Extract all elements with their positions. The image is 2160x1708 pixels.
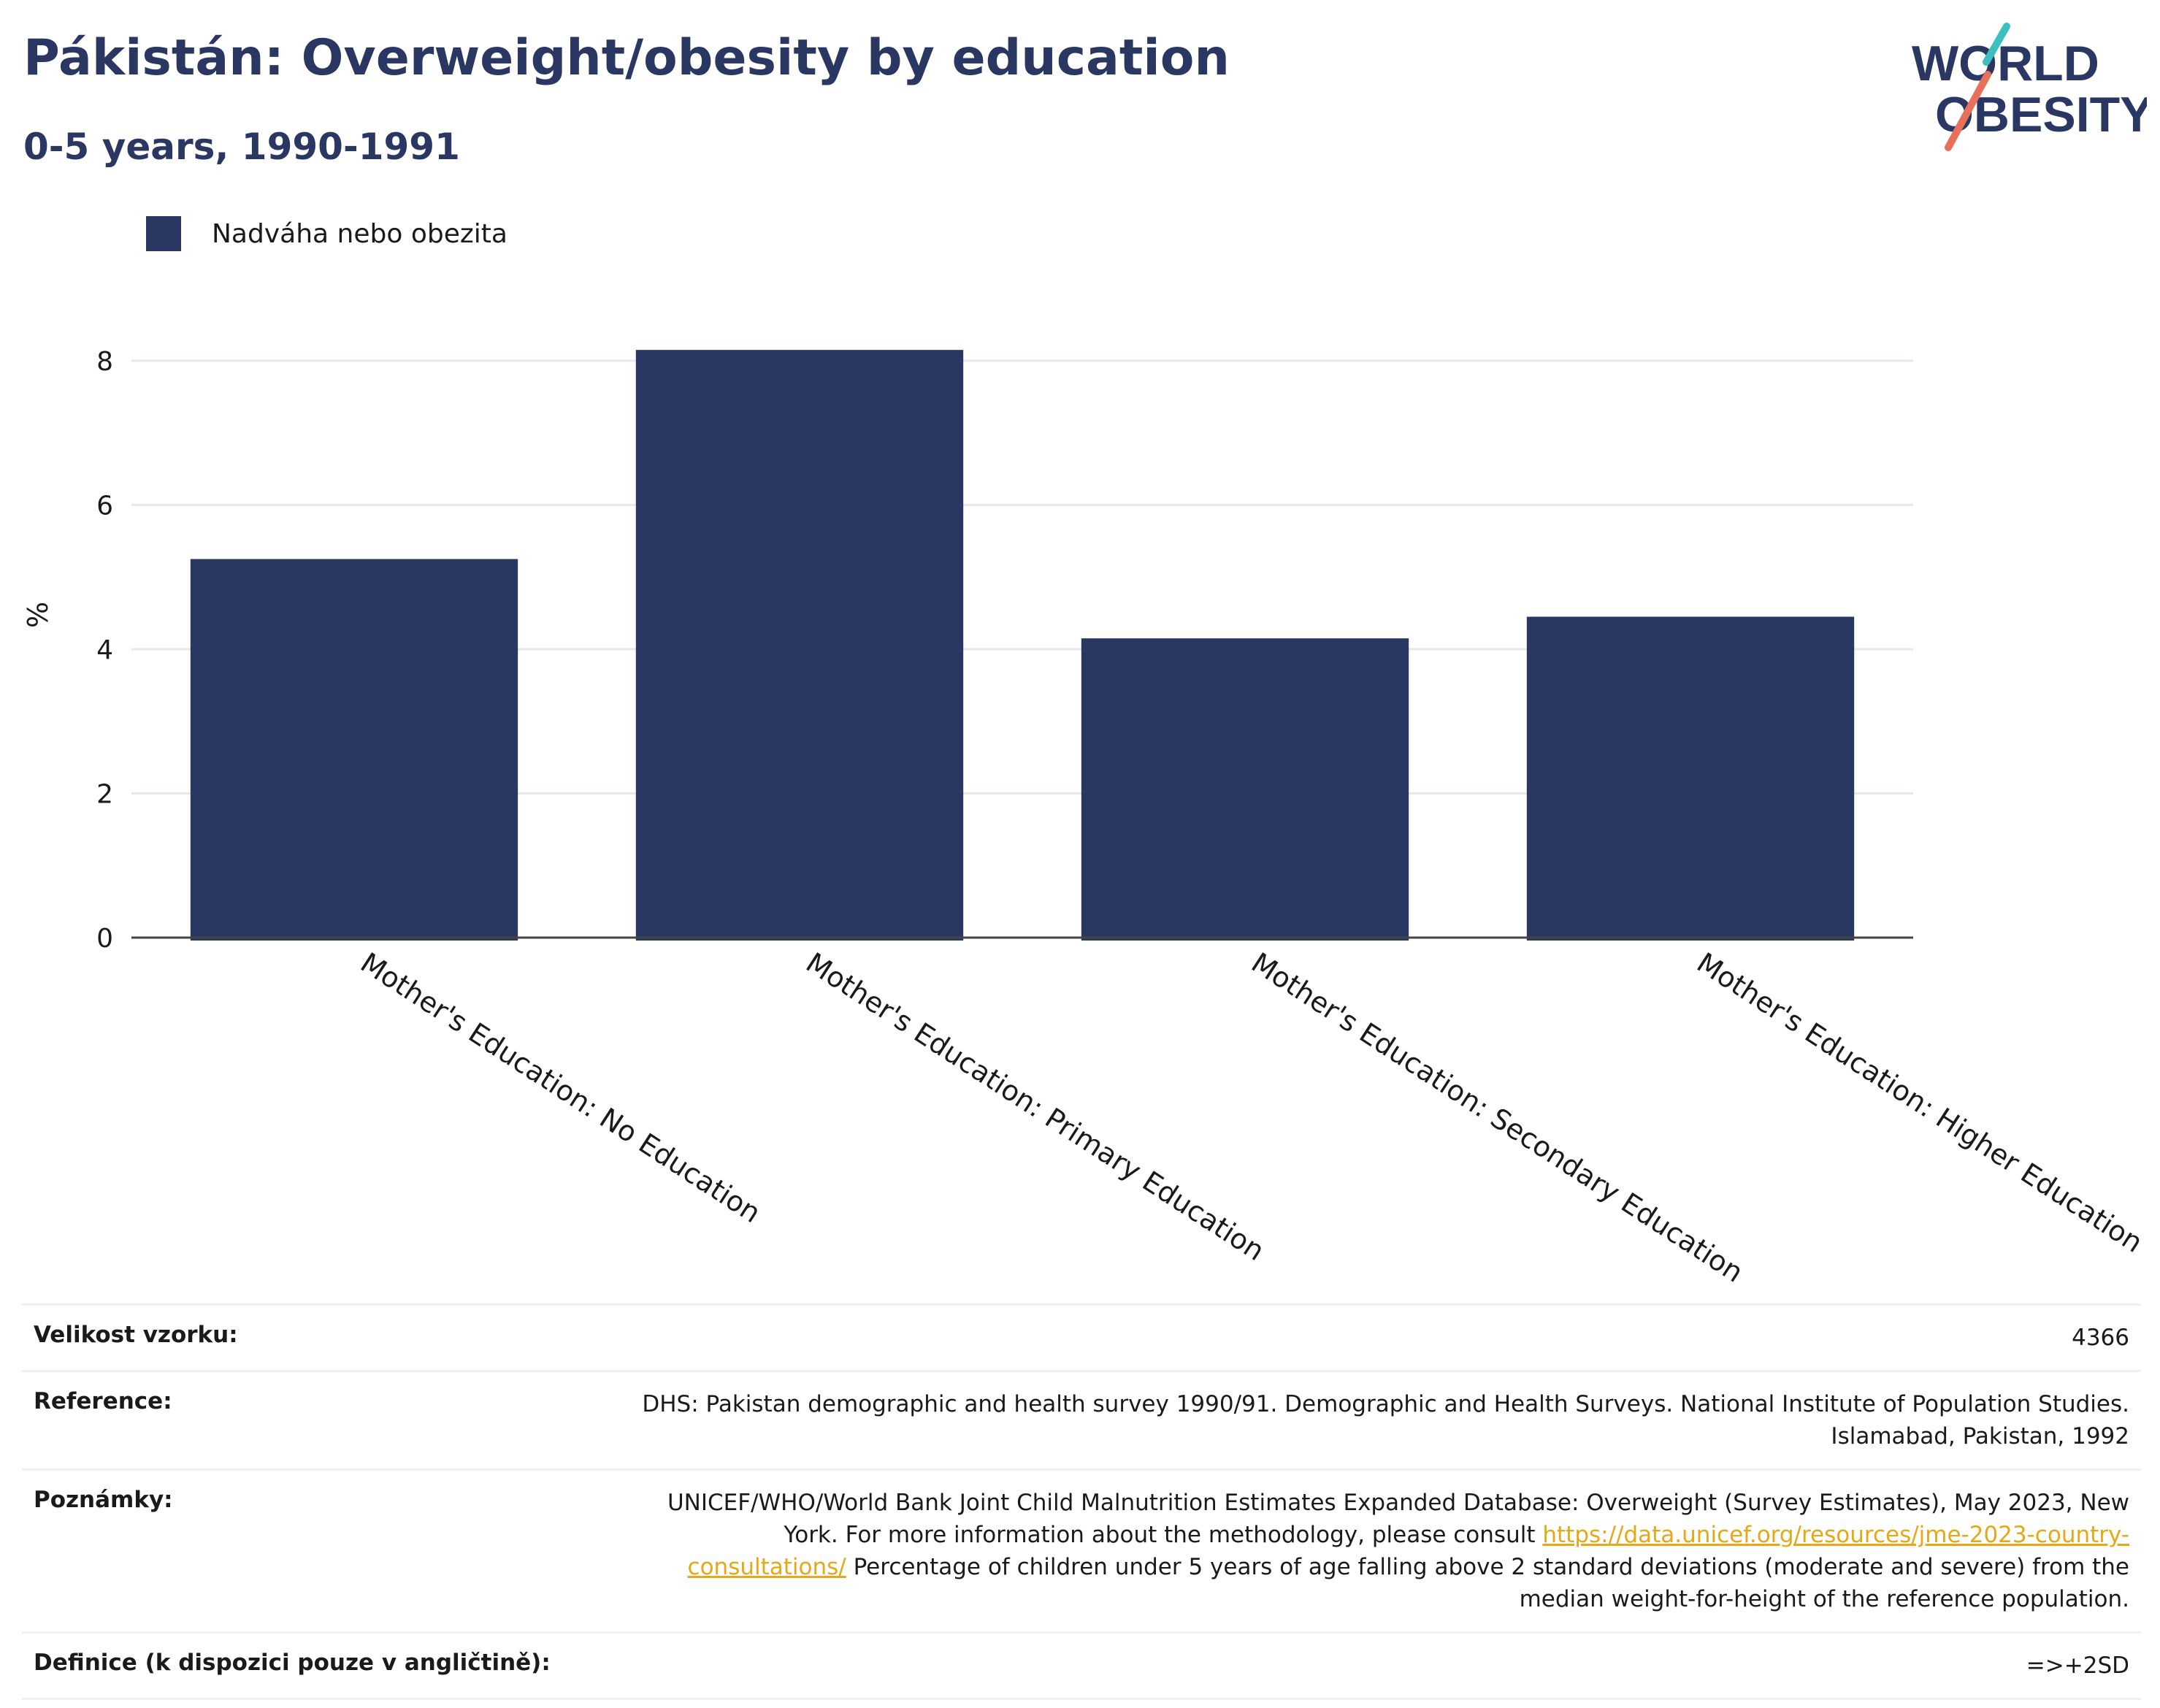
reference-value: DHS: Pakistan demographic and health sur… xyxy=(642,1391,2129,1449)
info-row-reference: Reference: DHS: Pakistan demographic and… xyxy=(22,1370,2141,1468)
info-table: Velikost vzorku: 4366 Reference: DHS: Pa… xyxy=(22,1303,2141,1700)
notes-text-2: Percentage of children under 5 years of … xyxy=(853,1554,2129,1612)
bar[interactable] xyxy=(1081,638,1409,941)
bar[interactable] xyxy=(635,350,964,941)
y-tick-label: 4 xyxy=(96,635,113,665)
info-row-sample: Velikost vzorku: 4366 xyxy=(22,1303,2141,1370)
legend[interactable]: Nadváha nebo obezita xyxy=(146,216,508,251)
chart-title: Pákistán: Overweight/obesity by educatio… xyxy=(23,29,1230,87)
logo-line-2: OBESITY xyxy=(1935,87,2147,142)
legend-swatch xyxy=(146,216,181,251)
chart-subtitle: 0-5 years, 1990-1991 xyxy=(23,126,460,168)
definition-label: Definice (k dispozici pouze v angličtině… xyxy=(34,1650,551,1676)
y-tick-label: 8 xyxy=(96,347,113,377)
notes-label: Poznámky: xyxy=(34,1487,173,1513)
definition-value: =>+2SD xyxy=(2026,1653,2129,1679)
sample-label: Velikost vzorku: xyxy=(34,1322,238,1348)
notes-value: UNICEF/WHO/World Bank Joint Child Malnut… xyxy=(632,1487,2129,1615)
bar[interactable] xyxy=(190,559,518,941)
bar[interactable] xyxy=(1526,616,1855,941)
notes-text-1: UNICEF/WHO/World Bank Joint Child Malnut… xyxy=(667,1490,2129,1548)
logo-slash-coral xyxy=(1945,71,1991,151)
logo-line-1: WORLD xyxy=(1912,36,2099,91)
logo-slash-teal xyxy=(1983,23,2010,66)
y-tick-label: 2 xyxy=(96,780,113,810)
reference-label: Reference: xyxy=(34,1388,172,1414)
y-tick-label: 0 xyxy=(96,924,113,954)
info-row-definition: Definice (k dispozici pouze v angličtině… xyxy=(22,1631,2141,1700)
info-row-notes: Poznámky: UNICEF/WHO/World Bank Joint Ch… xyxy=(22,1468,2141,1631)
world-obesity-logo: WORLD OBESITY xyxy=(1912,23,2147,151)
sample-value: 4366 xyxy=(2072,1325,2129,1351)
y-tick-label: 6 xyxy=(96,491,113,521)
methodology-link[interactable]: https://data.unicef.org/resources/jme-20… xyxy=(687,1522,2129,1580)
bar-chart: 0 2 4 6 8 xyxy=(96,347,1913,954)
legend-label: Nadváha nebo obezita xyxy=(212,218,508,249)
